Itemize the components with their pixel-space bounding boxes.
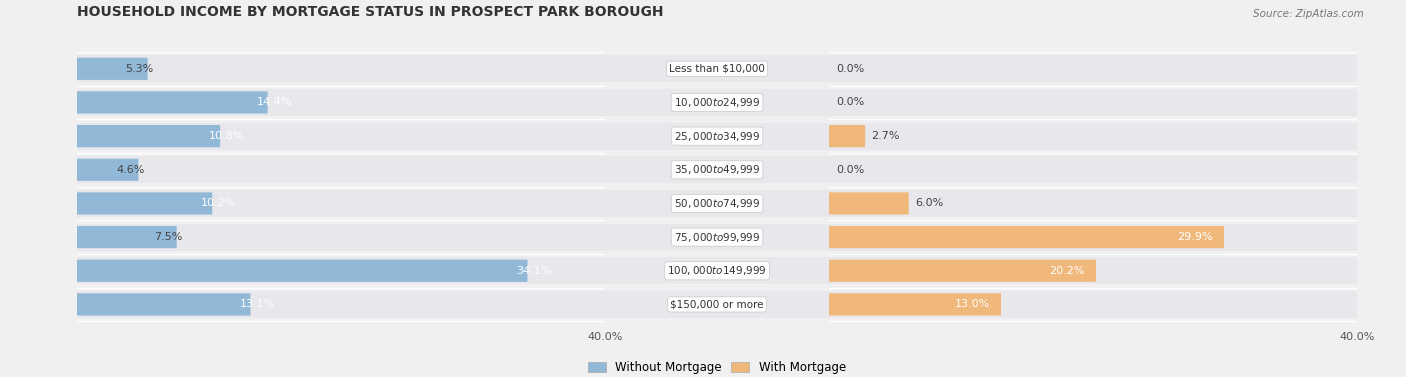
Text: Less than $10,000: Less than $10,000 (669, 64, 765, 74)
FancyBboxPatch shape (605, 190, 830, 217)
FancyBboxPatch shape (77, 260, 527, 282)
Text: 4.6%: 4.6% (117, 165, 145, 175)
FancyBboxPatch shape (77, 192, 212, 215)
FancyBboxPatch shape (830, 257, 1357, 284)
FancyBboxPatch shape (828, 192, 908, 215)
Text: $150,000 or more: $150,000 or more (671, 299, 763, 310)
Text: 2.7%: 2.7% (872, 131, 900, 141)
FancyBboxPatch shape (605, 55, 830, 82)
Text: 6.0%: 6.0% (915, 198, 943, 208)
Text: $10,000 to $24,999: $10,000 to $24,999 (673, 96, 761, 109)
Text: 13.1%: 13.1% (239, 299, 274, 310)
Text: 5.3%: 5.3% (125, 64, 153, 74)
Text: 0.0%: 0.0% (835, 165, 865, 175)
Text: 10.8%: 10.8% (209, 131, 245, 141)
Text: Source: ZipAtlas.com: Source: ZipAtlas.com (1253, 9, 1364, 19)
FancyBboxPatch shape (77, 226, 177, 248)
FancyBboxPatch shape (77, 293, 250, 316)
FancyBboxPatch shape (77, 91, 267, 113)
FancyBboxPatch shape (830, 123, 1357, 150)
FancyBboxPatch shape (830, 224, 1357, 251)
Text: $50,000 to $74,999: $50,000 to $74,999 (673, 197, 761, 210)
Text: 0.0%: 0.0% (835, 98, 865, 107)
Text: $100,000 to $149,999: $100,000 to $149,999 (668, 264, 766, 277)
Legend: Without Mortgage, With Mortgage: Without Mortgage, With Mortgage (583, 357, 851, 377)
Text: 7.5%: 7.5% (155, 232, 183, 242)
FancyBboxPatch shape (77, 190, 605, 217)
FancyBboxPatch shape (77, 55, 605, 82)
FancyBboxPatch shape (77, 257, 605, 284)
FancyBboxPatch shape (77, 125, 221, 147)
FancyBboxPatch shape (605, 123, 830, 150)
FancyBboxPatch shape (828, 125, 865, 147)
FancyBboxPatch shape (77, 224, 605, 251)
Text: 10.2%: 10.2% (201, 198, 236, 208)
FancyBboxPatch shape (77, 156, 605, 183)
FancyBboxPatch shape (77, 89, 605, 116)
FancyBboxPatch shape (828, 293, 1001, 316)
FancyBboxPatch shape (605, 156, 830, 183)
FancyBboxPatch shape (828, 226, 1225, 248)
FancyBboxPatch shape (605, 89, 830, 116)
FancyBboxPatch shape (830, 89, 1357, 116)
Text: 34.1%: 34.1% (516, 266, 553, 276)
FancyBboxPatch shape (830, 291, 1357, 318)
FancyBboxPatch shape (77, 123, 605, 150)
Text: 20.2%: 20.2% (1049, 266, 1085, 276)
Text: 13.0%: 13.0% (955, 299, 990, 310)
Text: 0.0%: 0.0% (835, 64, 865, 74)
FancyBboxPatch shape (77, 291, 605, 318)
FancyBboxPatch shape (605, 224, 830, 251)
FancyBboxPatch shape (605, 291, 830, 318)
FancyBboxPatch shape (605, 257, 830, 284)
Text: $25,000 to $34,999: $25,000 to $34,999 (673, 130, 761, 143)
FancyBboxPatch shape (77, 159, 138, 181)
FancyBboxPatch shape (830, 190, 1357, 217)
FancyBboxPatch shape (830, 156, 1357, 183)
Text: $75,000 to $99,999: $75,000 to $99,999 (673, 231, 761, 244)
Text: 14.4%: 14.4% (257, 98, 292, 107)
Text: 29.9%: 29.9% (1177, 232, 1213, 242)
Text: HOUSEHOLD INCOME BY MORTGAGE STATUS IN PROSPECT PARK BOROUGH: HOUSEHOLD INCOME BY MORTGAGE STATUS IN P… (77, 5, 664, 19)
FancyBboxPatch shape (830, 55, 1357, 82)
FancyBboxPatch shape (828, 260, 1097, 282)
Text: $35,000 to $49,999: $35,000 to $49,999 (673, 163, 761, 176)
FancyBboxPatch shape (77, 58, 148, 80)
